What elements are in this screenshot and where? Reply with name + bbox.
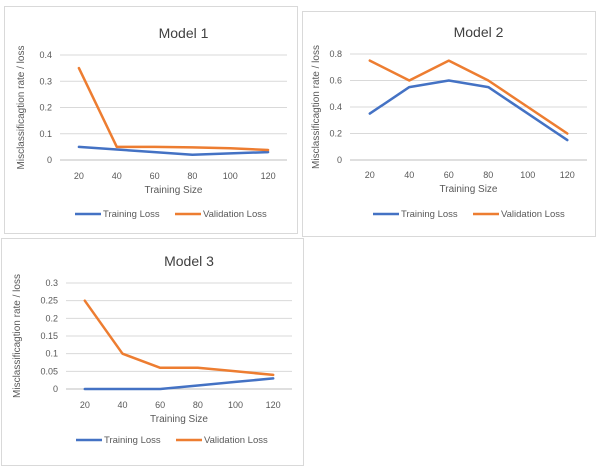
legend-label: Validation Loss [501,209,565,220]
series-line-training-loss [83,377,275,391]
y-tick-label: 0.3 [45,278,58,288]
x-tick-label: 60 [150,171,160,181]
x-tick-label: 120 [261,171,276,181]
y-tick-label: 0.4 [329,102,342,112]
x-tick-label: 120 [266,400,281,410]
x-tick-label: 20 [80,400,90,410]
chart-title: Model 3 [164,253,214,269]
chart-title: Model 1 [159,25,209,41]
y-tick-label: 0.2 [329,129,342,139]
series-line-training-loss [368,79,569,142]
y-tick-label: 0.1 [39,129,52,139]
y-tick-label: 0 [337,155,342,165]
y-tick-label: 0.2 [45,313,58,323]
y-tick-label: 0.2 [39,103,52,113]
x-tick-label: 40 [404,170,414,180]
y-tick-label: 0.15 [40,331,58,341]
chart-model-1: Model 1 0 0.1 0.2 0.3 0.4 20 40 60 80 100 120 Traini… [4,6,298,234]
y-tick-label: 0.6 [329,76,342,86]
y-tick-label: 0.1 [45,349,58,359]
x-tick-label: 80 [193,400,203,410]
chart-svg: Model 3 0 0.05 0.1 0.15 0.2 0.25 0.3 20 40 60 80 100… [12,253,292,446]
y-tick-label: 0.3 [39,76,52,86]
x-tick-label: 100 [228,400,243,410]
y-axis-title: Misclassificagtion rate / loss [16,46,27,170]
series-line-training-loss [77,145,270,157]
x-tick-label: 60 [444,170,454,180]
legend-label: Training Loss [104,435,161,446]
x-axis-title: Training Size [145,185,203,196]
series-line-validation-loss [83,299,275,377]
x-tick-label: 20 [74,171,84,181]
legend-label: Validation Loss [203,209,267,220]
x-tick-label: 100 [520,170,535,180]
x-axis-title: Training Size [440,184,498,195]
chart-model-3: Model 3 0 0.05 0.1 0.15 0.2 0.25 0.3 20 40 60 80 100… [1,238,304,466]
legend-label: Training Loss [401,209,458,220]
x-axis-title: Training Size [150,414,208,425]
y-axis-title: Misclassificagtion rate / loss [311,45,322,169]
y-tick-label: 0.05 [40,366,58,376]
chart-model-2: Model 2 0 0.2 0.4 0.6 0.8 20 40 60 80 100 120 Traini… [302,11,596,237]
series-line-validation-loss [368,59,569,135]
x-tick-label: 120 [560,170,575,180]
series-line-validation-loss [77,66,270,152]
chart-svg: Model 1 0 0.1 0.2 0.3 0.4 20 40 60 80 100 120 Traini… [16,25,287,220]
y-tick-label: 0.4 [39,50,52,60]
y-tick-label: 0 [53,384,58,394]
y-tick-label: 0.25 [40,296,58,306]
x-tick-label: 100 [223,171,238,181]
chart-svg: Model 2 0 0.2 0.4 0.6 0.8 20 40 60 80 100 120 Traini… [311,24,587,220]
y-tick-label: 0 [47,155,52,165]
y-axis-title: Misclassificagtion rate / loss [12,274,23,398]
x-tick-label: 40 [112,171,122,181]
y-tick-label: 0.8 [329,49,342,59]
x-tick-label: 40 [117,400,127,410]
chart-title: Model 2 [454,24,504,40]
x-tick-label: 80 [483,170,493,180]
x-tick-label: 20 [365,170,375,180]
legend-label: Validation Loss [204,435,268,446]
x-tick-label: 60 [155,400,165,410]
legend-label: Training Loss [103,209,160,220]
x-tick-label: 80 [187,171,197,181]
